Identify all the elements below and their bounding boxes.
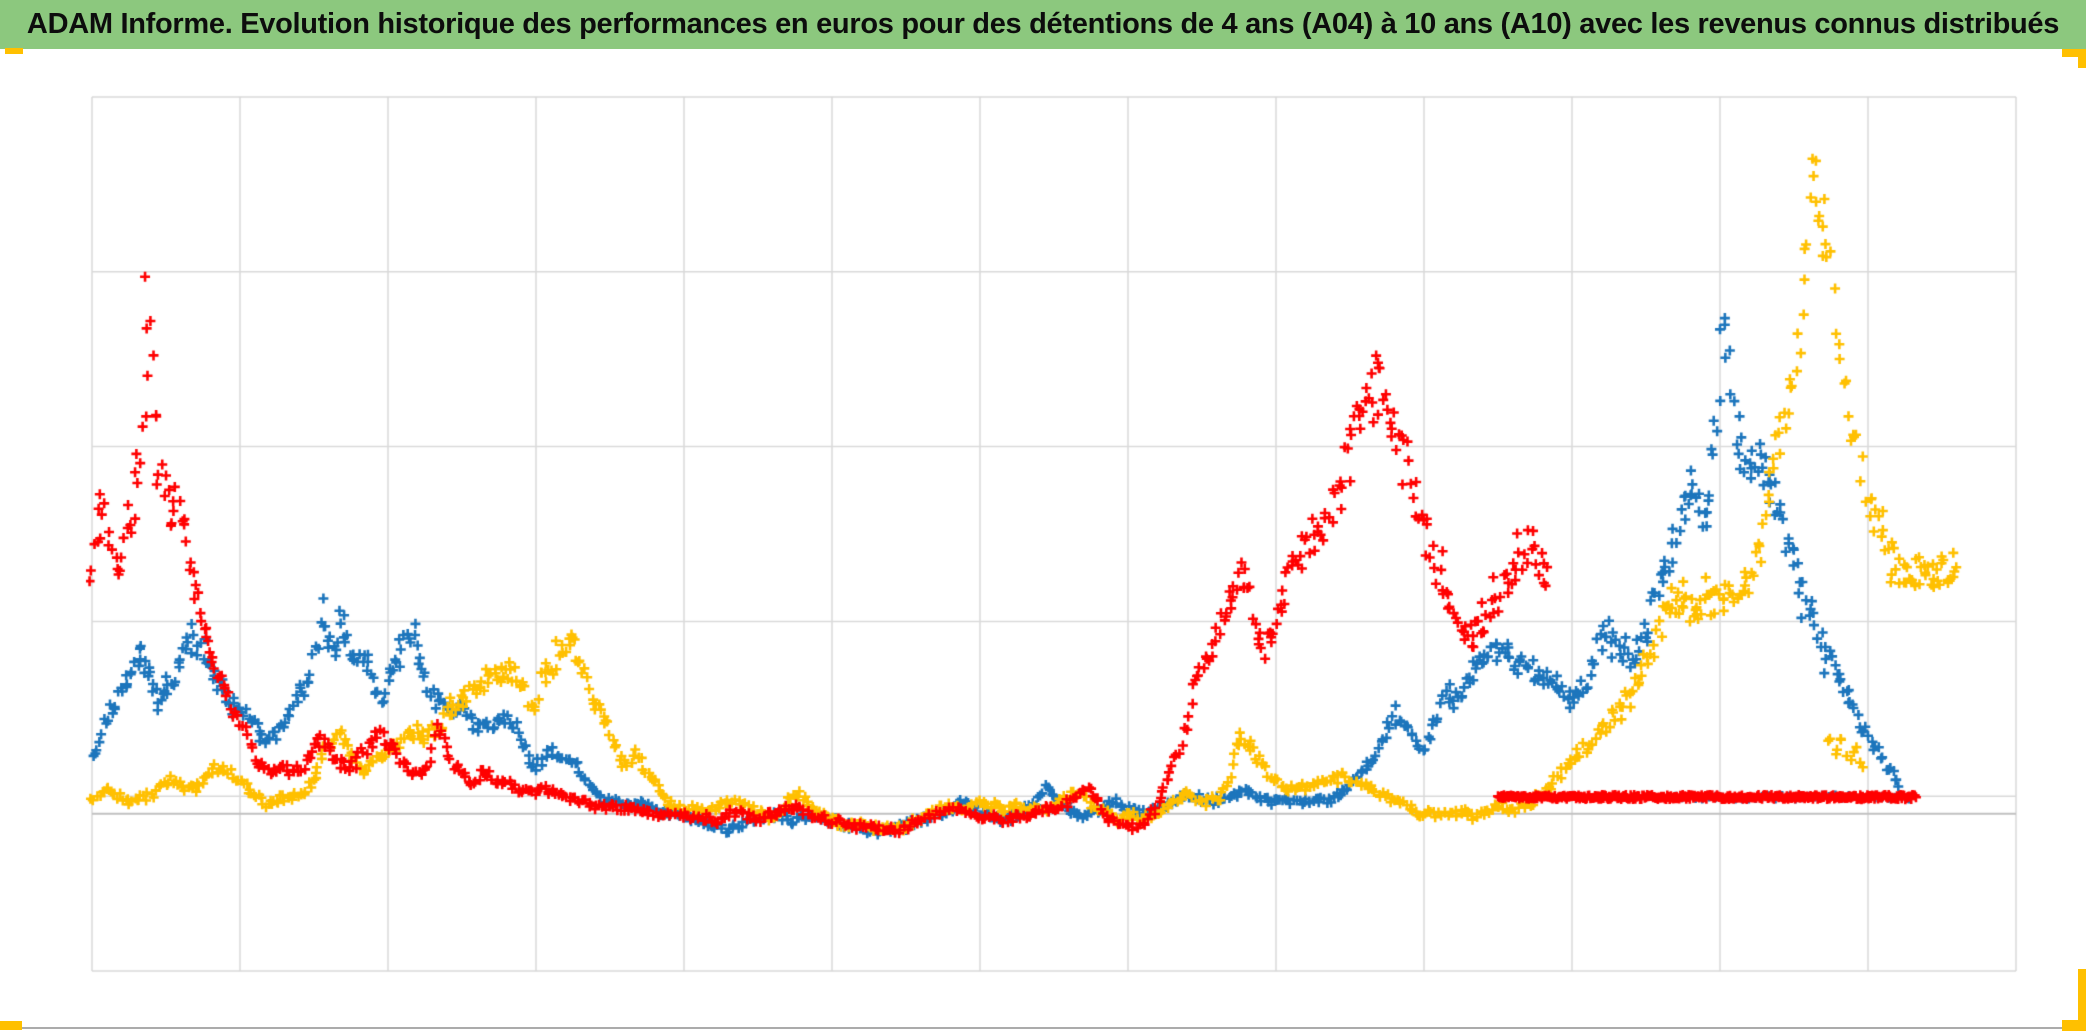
scatter-plot-canvas (0, 0, 2086, 1031)
